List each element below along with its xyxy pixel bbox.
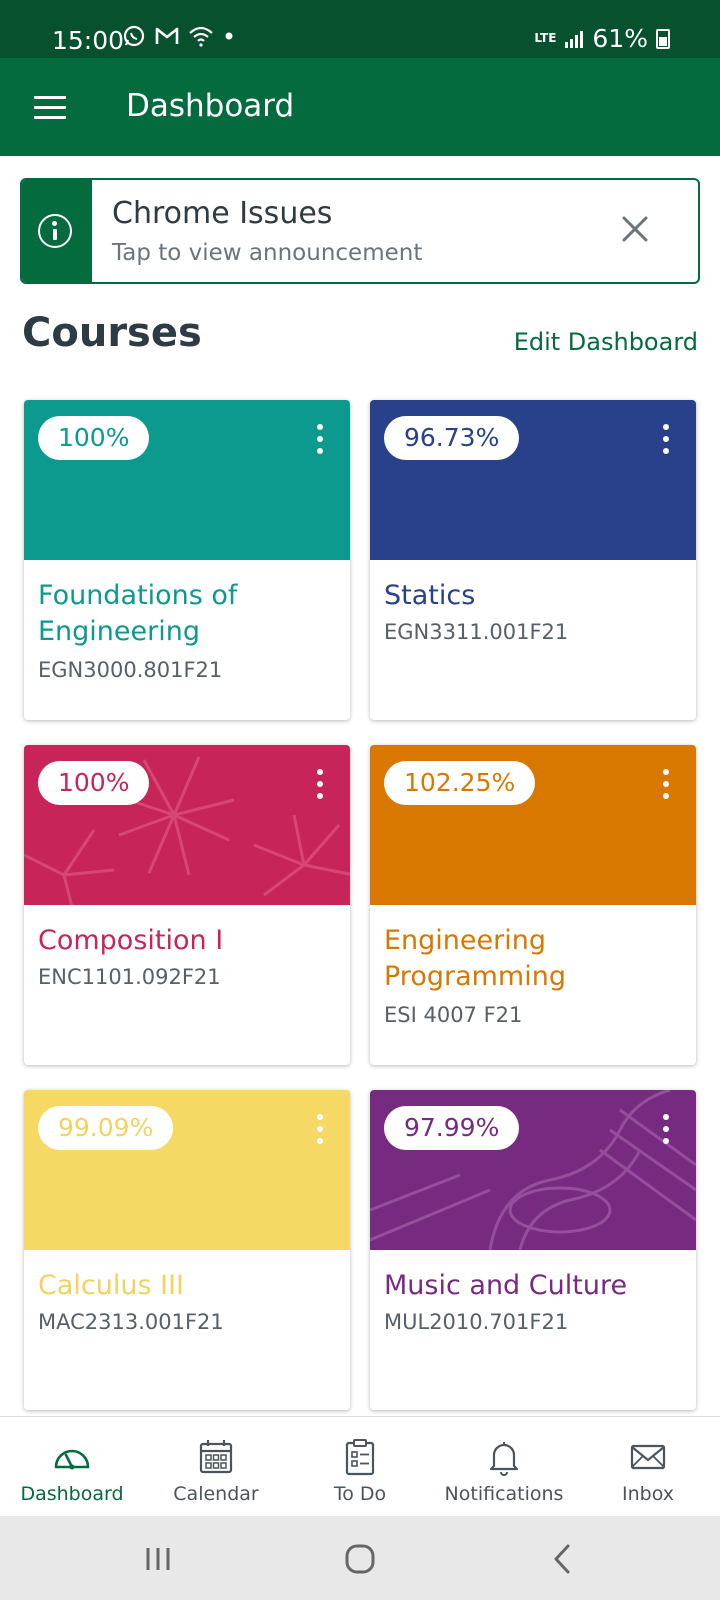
status-time: 15:00 bbox=[52, 26, 125, 55]
app-bar: Dashboard bbox=[0, 58, 720, 156]
nav-todo[interactable]: To Do bbox=[288, 1417, 432, 1517]
course-card-calculus[interactable]: 99.09% Calculus III MAC2313.001F21 bbox=[24, 1090, 350, 1410]
announcement-banner[interactable]: Chrome Issues Tap to view announcement bbox=[20, 178, 700, 284]
nav-inbox[interactable]: Inbox bbox=[576, 1417, 720, 1517]
course-code: ENC1101.092F21 bbox=[38, 965, 221, 989]
course-code: MAC2313.001F21 bbox=[38, 1310, 224, 1334]
overflow-menu-icon[interactable] bbox=[316, 1114, 324, 1144]
info-icon bbox=[38, 214, 72, 248]
system-navigation-bar bbox=[0, 1516, 720, 1600]
grade-badge: 100% bbox=[38, 761, 150, 805]
envelope-icon bbox=[630, 1444, 666, 1470]
course-card-composition[interactable]: 100% Composition I ENC1101.092F21 bbox=[24, 745, 350, 1065]
grade-badge: 100% bbox=[38, 416, 150, 460]
course-code: ESI 4007 F21 bbox=[384, 1003, 523, 1027]
course-card-statics[interactable]: 96.73% Statics EGN3311.001F21 bbox=[370, 400, 696, 720]
course-card-engineering-programming[interactable]: 102.25% Engineering Programming ESI 4007… bbox=[370, 745, 696, 1065]
nav-notifications[interactable]: Notifications bbox=[432, 1417, 576, 1517]
course-code: EGN3000.801F21 bbox=[38, 658, 223, 682]
signal-icon bbox=[565, 30, 584, 48]
grade-badge: 96.73% bbox=[384, 416, 520, 460]
nav-label: Dashboard bbox=[20, 1483, 124, 1505]
hamburger-icon[interactable] bbox=[34, 96, 66, 120]
announcement-side bbox=[22, 180, 92, 282]
course-code: MUL2010.701F21 bbox=[384, 1310, 569, 1334]
dot-icon bbox=[225, 32, 233, 40]
overflow-menu-icon[interactable] bbox=[316, 769, 324, 799]
courses-heading: Courses bbox=[22, 310, 202, 356]
course-card-foundations[interactable]: 100% Foundations of Engineering EGN3000.… bbox=[24, 400, 350, 720]
grade-badge: 99.09% bbox=[38, 1106, 174, 1150]
bottom-navigation: Dashboard Calendar To Do Notifications I… bbox=[0, 1416, 720, 1516]
nav-label: Calendar bbox=[173, 1483, 259, 1505]
nav-dashboard[interactable]: Dashboard bbox=[0, 1417, 144, 1517]
course-code: EGN3311.001F21 bbox=[384, 620, 569, 644]
nav-label: Notifications bbox=[444, 1483, 564, 1505]
lte-icon: LTE bbox=[534, 31, 557, 45]
course-name: Statics bbox=[384, 580, 476, 611]
course-name: Engineering Programming bbox=[384, 925, 566, 992]
recents-icon[interactable] bbox=[128, 1534, 188, 1582]
grade-badge: 102.25% bbox=[384, 761, 536, 805]
edit-dashboard-link[interactable]: Edit Dashboard bbox=[513, 328, 698, 356]
todo-clipboard-icon bbox=[345, 1439, 375, 1476]
course-name: Calculus III bbox=[38, 1270, 185, 1301]
course-name: Foundations of Engineering bbox=[38, 580, 238, 647]
close-icon[interactable] bbox=[610, 204, 660, 254]
wifi-icon bbox=[189, 26, 213, 47]
announcement-subtitle: Tap to view announcement bbox=[112, 240, 423, 266]
nav-calendar[interactable]: Calendar bbox=[144, 1417, 288, 1517]
overflow-menu-icon[interactable] bbox=[662, 424, 670, 454]
course-name: Music and Culture bbox=[384, 1270, 628, 1301]
nav-label: To Do bbox=[333, 1483, 387, 1505]
overflow-menu-icon[interactable] bbox=[316, 424, 324, 454]
nav-label: Inbox bbox=[622, 1483, 674, 1505]
home-icon[interactable] bbox=[330, 1534, 390, 1582]
palm-tree-photo bbox=[24, 745, 350, 905]
announcement-title: Chrome Issues bbox=[112, 196, 333, 231]
battery-icon bbox=[656, 28, 670, 49]
whatsapp-icon bbox=[123, 25, 145, 47]
violin-photo bbox=[370, 1090, 696, 1250]
dashboard-gauge-icon bbox=[54, 1449, 90, 1470]
battery-percent: 61% bbox=[592, 24, 648, 53]
overflow-menu-icon[interactable] bbox=[662, 769, 670, 799]
grade-badge: 97.99% bbox=[384, 1106, 520, 1150]
overflow-menu-icon[interactable] bbox=[662, 1114, 670, 1144]
page-title: Dashboard bbox=[126, 88, 295, 124]
bell-icon bbox=[489, 1442, 519, 1476]
status-bar: 15:00 LTE 61% bbox=[0, 0, 720, 58]
gmail-icon bbox=[155, 27, 179, 44]
course-card-music[interactable]: 97.99% Music and Culture MUL2010.701F21 bbox=[370, 1090, 696, 1410]
course-name: Composition I bbox=[38, 925, 224, 956]
calendar-icon bbox=[199, 1440, 233, 1474]
back-icon[interactable] bbox=[532, 1534, 592, 1582]
